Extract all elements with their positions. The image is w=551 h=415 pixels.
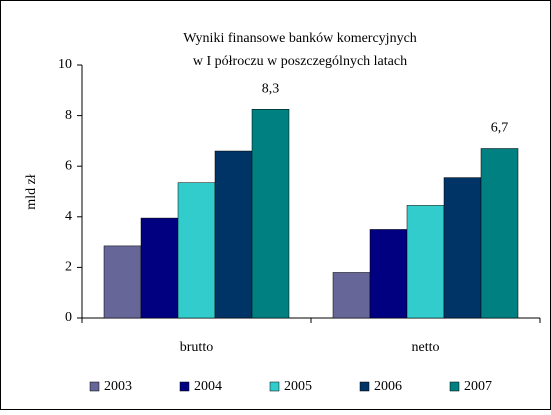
bar xyxy=(332,272,371,319)
legend-label: 2006 xyxy=(374,379,402,394)
legend-label: 2003 xyxy=(104,379,132,394)
y-tick-label: 0 xyxy=(65,310,72,325)
bar xyxy=(177,182,216,319)
legend-swatch xyxy=(449,381,460,392)
legend-swatch xyxy=(359,381,370,392)
bar xyxy=(251,109,290,319)
x-tick-label: netto xyxy=(412,340,440,355)
y-tick-label: 2 xyxy=(65,260,72,275)
value-label: 6,7 xyxy=(491,121,509,136)
chart-title: w I półroczu w poszczególnych latach xyxy=(193,54,407,69)
y-tick-label: 8 xyxy=(65,108,72,123)
legend-swatch xyxy=(269,381,280,392)
y-axis-label: mld zł xyxy=(24,174,39,209)
bar xyxy=(214,150,253,319)
legend-label: 2004 xyxy=(194,379,222,394)
chart-title: Wyniki finansowe banków komercyjnych xyxy=(183,31,417,46)
bar xyxy=(480,148,519,319)
y-tick-label: 6 xyxy=(65,158,72,173)
bar xyxy=(406,205,445,319)
legend-swatch xyxy=(89,381,100,392)
legend-swatch xyxy=(179,381,190,392)
bar xyxy=(103,245,142,319)
bar xyxy=(369,229,408,319)
bar xyxy=(443,177,482,319)
legend-label: 2007 xyxy=(464,379,492,394)
bar xyxy=(140,217,179,319)
x-tick-label: brutto xyxy=(180,340,213,355)
y-tick-label: 10 xyxy=(58,57,72,72)
value-label: 8,3 xyxy=(262,81,280,96)
legend-label: 2005 xyxy=(284,379,312,394)
y-tick-label: 4 xyxy=(65,209,72,224)
